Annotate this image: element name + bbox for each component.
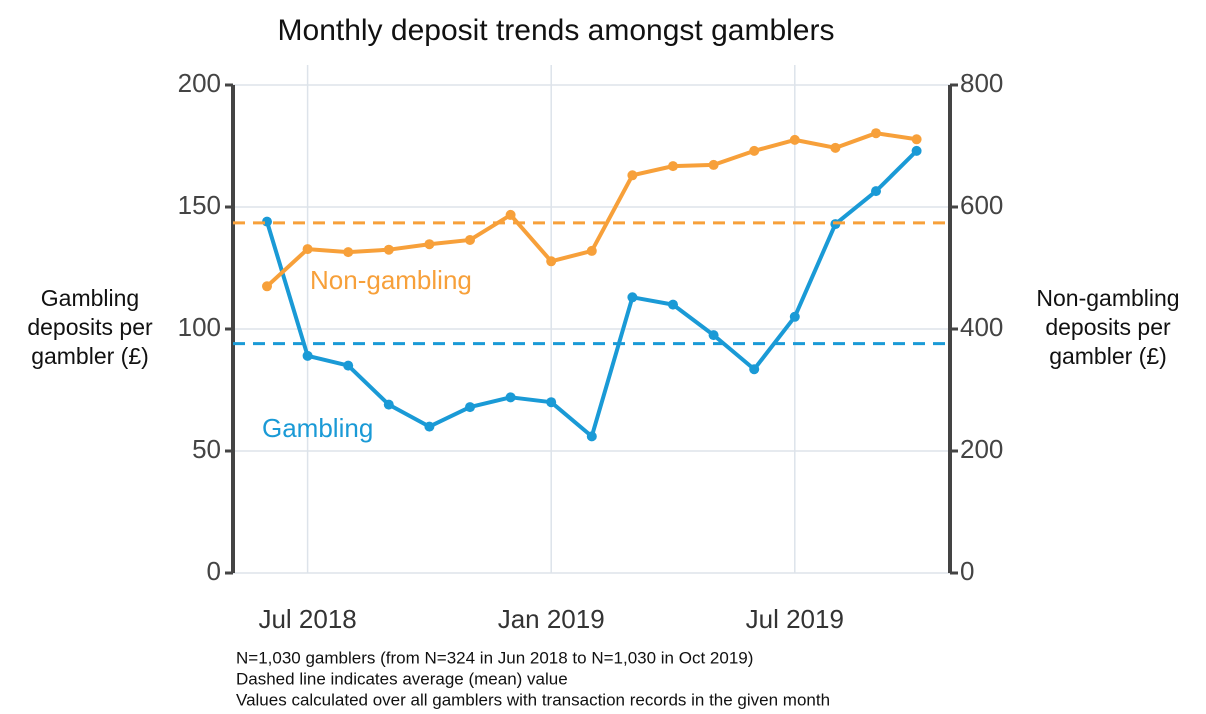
point [789, 134, 800, 145]
point [627, 292, 638, 303]
y-axis-label: Gambling [41, 285, 139, 311]
point [668, 299, 678, 310]
point [789, 311, 800, 322]
point [749, 145, 760, 156]
point [465, 234, 475, 245]
point [668, 161, 678, 172]
point [343, 247, 354, 258]
point [343, 360, 354, 371]
series-label: Non-gambling [310, 265, 472, 295]
point [383, 244, 394, 255]
footnote: N=1,030 gamblers (from N=324 in Jun 2018… [236, 648, 753, 667]
point [586, 431, 597, 442]
point [424, 239, 435, 250]
point [586, 245, 597, 256]
y2-axis-label: gambler (£) [1049, 343, 1167, 369]
point [424, 421, 435, 432]
footnote: Dashed line indicates average (mean) val… [236, 669, 568, 688]
point [302, 350, 313, 361]
y-tick-label: 100 [178, 312, 221, 342]
y2-tick-label: 0 [960, 556, 974, 586]
point [302, 244, 313, 255]
point [383, 399, 394, 410]
y2-tick-label: 200 [960, 434, 1003, 464]
point [911, 134, 922, 145]
y2-axis-label: deposits per [1045, 314, 1171, 340]
point [911, 145, 922, 156]
y-tick-label: 0 [207, 556, 221, 586]
series-label: Gambling [262, 413, 373, 443]
chart-title: Monthly deposit trends amongst gamblers [278, 14, 835, 47]
x-tick-label: Jan 2019 [498, 604, 605, 634]
point [871, 128, 881, 139]
point [708, 330, 719, 341]
y-tick-label: 200 [178, 68, 221, 98]
point [749, 364, 760, 375]
y-tick-label: 50 [192, 434, 221, 464]
y-axis-label: gambler (£) [31, 343, 149, 369]
y2-axis-label: Non-gambling [1036, 285, 1179, 311]
y-tick-label: 150 [178, 190, 221, 220]
y2-tick-label: 800 [960, 68, 1003, 98]
x-tick-label: Jul 2018 [258, 604, 356, 634]
footnote: Values calculated over all gamblers with… [236, 690, 830, 709]
point [627, 170, 638, 181]
point [708, 159, 719, 170]
y-axis-label: deposits per [27, 314, 153, 340]
point [262, 281, 272, 292]
point [871, 186, 881, 197]
point [546, 256, 557, 267]
point [505, 392, 516, 403]
point [546, 397, 557, 408]
y2-tick-label: 400 [960, 312, 1003, 342]
point [465, 402, 475, 413]
point [830, 142, 841, 153]
x-tick-label: Jul 2019 [746, 604, 844, 634]
point [505, 209, 516, 220]
y2-tick-label: 600 [960, 190, 1003, 220]
